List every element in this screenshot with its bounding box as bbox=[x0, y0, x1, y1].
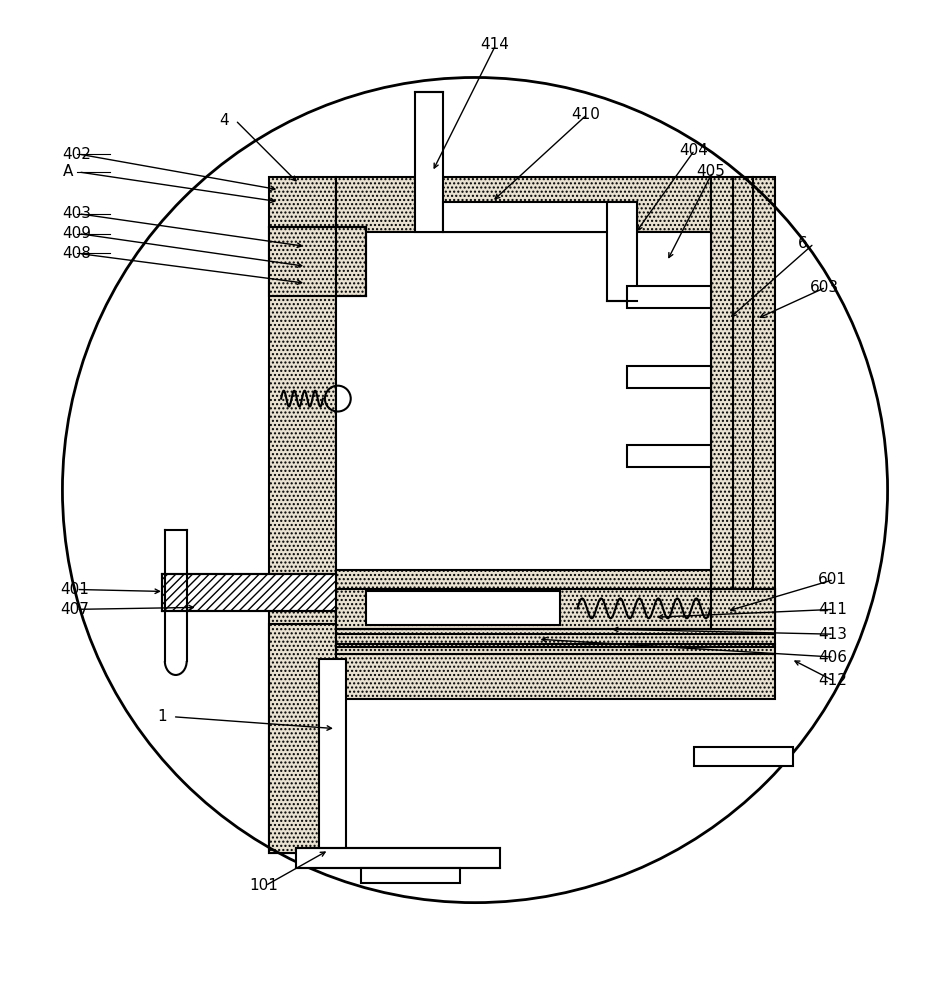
Text: 413: 413 bbox=[818, 627, 847, 642]
Polygon shape bbox=[627, 286, 710, 308]
Text: 401: 401 bbox=[61, 582, 89, 597]
Text: 406: 406 bbox=[818, 650, 847, 665]
Text: 407: 407 bbox=[61, 602, 89, 617]
Text: 409: 409 bbox=[63, 226, 91, 241]
Polygon shape bbox=[608, 202, 637, 301]
Text: 412: 412 bbox=[818, 673, 846, 688]
Text: 1: 1 bbox=[157, 709, 166, 724]
Polygon shape bbox=[319, 659, 346, 853]
Polygon shape bbox=[627, 366, 710, 388]
Text: 101: 101 bbox=[249, 878, 279, 893]
Polygon shape bbox=[162, 574, 336, 611]
Text: 4: 4 bbox=[220, 113, 229, 128]
Polygon shape bbox=[336, 177, 710, 232]
Polygon shape bbox=[269, 177, 336, 853]
Text: 408: 408 bbox=[63, 246, 91, 261]
Polygon shape bbox=[336, 629, 775, 699]
Text: 411: 411 bbox=[818, 602, 846, 617]
Polygon shape bbox=[443, 202, 637, 232]
Polygon shape bbox=[627, 445, 710, 467]
Polygon shape bbox=[296, 848, 500, 868]
Text: 405: 405 bbox=[697, 164, 726, 179]
Text: 402: 402 bbox=[63, 147, 91, 162]
Polygon shape bbox=[269, 227, 365, 296]
Text: 601: 601 bbox=[818, 572, 847, 587]
Text: 404: 404 bbox=[679, 143, 708, 158]
Polygon shape bbox=[336, 589, 775, 629]
Polygon shape bbox=[336, 570, 710, 629]
Polygon shape bbox=[710, 589, 775, 629]
Text: A: A bbox=[63, 164, 73, 179]
Polygon shape bbox=[365, 591, 559, 625]
Text: 410: 410 bbox=[572, 107, 600, 122]
Polygon shape bbox=[269, 624, 336, 853]
Polygon shape bbox=[710, 177, 775, 629]
Text: 414: 414 bbox=[480, 37, 509, 52]
Text: 403: 403 bbox=[63, 206, 91, 221]
Text: 603: 603 bbox=[810, 280, 839, 295]
Polygon shape bbox=[693, 747, 793, 766]
Polygon shape bbox=[360, 868, 460, 883]
Text: 6: 6 bbox=[798, 236, 807, 251]
Polygon shape bbox=[416, 92, 443, 232]
Polygon shape bbox=[336, 232, 710, 570]
